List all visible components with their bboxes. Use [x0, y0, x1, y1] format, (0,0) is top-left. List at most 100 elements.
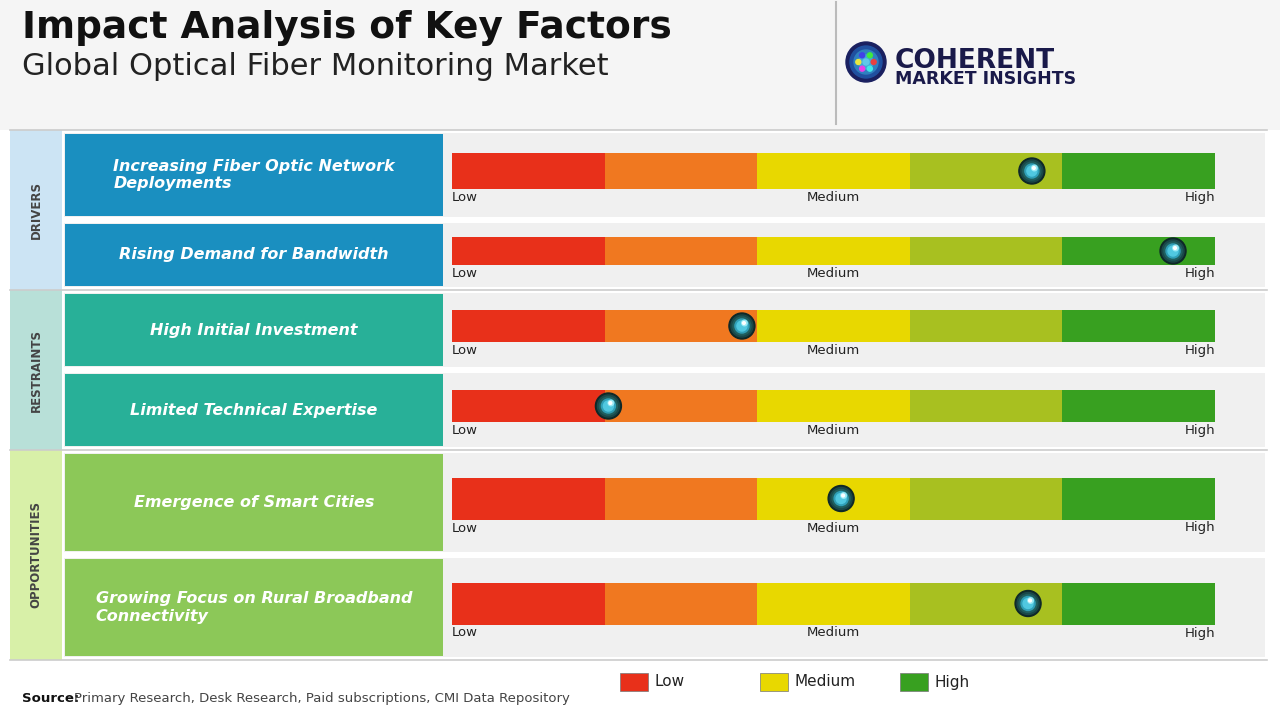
Circle shape [735, 319, 749, 333]
Text: Emergence of Smart Cities: Emergence of Smart Cities [134, 495, 374, 510]
Text: High: High [1184, 191, 1215, 204]
Circle shape [602, 399, 616, 413]
Circle shape [1025, 164, 1039, 178]
Circle shape [856, 60, 860, 65]
Circle shape [599, 397, 617, 415]
FancyBboxPatch shape [65, 374, 443, 446]
Circle shape [595, 393, 621, 419]
Circle shape [1018, 593, 1039, 614]
Circle shape [603, 401, 613, 411]
Circle shape [1164, 242, 1181, 260]
Text: Low: Low [452, 344, 477, 357]
Circle shape [846, 42, 886, 82]
Text: Low: Low [654, 675, 684, 690]
Circle shape [598, 395, 620, 417]
FancyBboxPatch shape [10, 290, 61, 450]
Circle shape [860, 53, 865, 58]
Text: Increasing Fiber Optic Network
Deployments: Increasing Fiber Optic Network Deploymen… [113, 159, 394, 192]
FancyBboxPatch shape [1062, 477, 1215, 520]
Circle shape [832, 490, 850, 508]
Circle shape [1162, 240, 1184, 262]
Circle shape [836, 493, 846, 503]
FancyBboxPatch shape [452, 310, 604, 342]
Circle shape [1021, 160, 1043, 182]
FancyBboxPatch shape [910, 390, 1062, 422]
Circle shape [733, 317, 751, 335]
Text: Growing Focus on Rural Broadband
Connectivity: Growing Focus on Rural Broadband Connect… [96, 591, 412, 624]
FancyBboxPatch shape [620, 673, 648, 691]
FancyBboxPatch shape [64, 373, 1265, 447]
Text: Impact Analysis of Key Factors: Impact Analysis of Key Factors [22, 10, 672, 46]
FancyBboxPatch shape [604, 237, 758, 265]
FancyBboxPatch shape [758, 310, 910, 342]
Circle shape [860, 66, 865, 71]
FancyBboxPatch shape [758, 390, 910, 422]
Circle shape [1160, 238, 1187, 264]
FancyBboxPatch shape [760, 673, 788, 691]
Text: Medium: Medium [806, 521, 860, 534]
FancyBboxPatch shape [910, 477, 1062, 520]
Text: Medium: Medium [806, 191, 860, 204]
Circle shape [1028, 598, 1033, 603]
FancyBboxPatch shape [452, 390, 604, 422]
FancyBboxPatch shape [758, 153, 910, 189]
FancyBboxPatch shape [1062, 310, 1215, 342]
Circle shape [1023, 598, 1033, 608]
Circle shape [608, 400, 613, 406]
Circle shape [1019, 158, 1044, 184]
Circle shape [831, 487, 852, 510]
Text: Medium: Medium [806, 626, 860, 639]
FancyBboxPatch shape [604, 477, 758, 520]
FancyBboxPatch shape [758, 477, 910, 520]
Circle shape [737, 321, 748, 331]
FancyBboxPatch shape [64, 293, 1265, 367]
Circle shape [731, 315, 753, 337]
Circle shape [859, 55, 873, 69]
FancyBboxPatch shape [1062, 390, 1215, 422]
FancyBboxPatch shape [604, 390, 758, 422]
FancyBboxPatch shape [910, 310, 1062, 342]
Text: Low: Low [452, 267, 477, 280]
FancyBboxPatch shape [1062, 237, 1215, 265]
FancyBboxPatch shape [64, 133, 1265, 217]
Circle shape [1027, 166, 1037, 176]
Circle shape [1021, 596, 1036, 611]
Circle shape [854, 50, 878, 74]
Text: Low: Low [452, 191, 477, 204]
Text: Low: Low [452, 424, 477, 437]
Circle shape [609, 402, 612, 405]
Text: MARKET INSIGHTS: MARKET INSIGHTS [895, 70, 1076, 88]
Circle shape [841, 492, 846, 498]
FancyBboxPatch shape [1062, 153, 1215, 189]
Circle shape [1032, 165, 1037, 171]
Text: High: High [934, 675, 969, 690]
Text: High: High [1184, 521, 1215, 534]
FancyBboxPatch shape [900, 673, 928, 691]
FancyBboxPatch shape [65, 454, 443, 551]
FancyBboxPatch shape [452, 153, 604, 189]
FancyBboxPatch shape [604, 582, 758, 624]
FancyBboxPatch shape [0, 0, 1280, 130]
FancyBboxPatch shape [65, 134, 443, 216]
FancyBboxPatch shape [10, 130, 61, 290]
FancyBboxPatch shape [910, 582, 1062, 624]
Text: COHERENT: COHERENT [895, 48, 1055, 74]
Circle shape [1015, 590, 1041, 616]
Text: High: High [1184, 267, 1215, 280]
Circle shape [872, 60, 877, 65]
Text: Source:: Source: [22, 692, 84, 705]
Circle shape [868, 53, 873, 58]
FancyBboxPatch shape [452, 237, 604, 265]
Text: Medium: Medium [806, 424, 860, 437]
Circle shape [1023, 162, 1041, 180]
Text: High Initial Investment: High Initial Investment [150, 323, 357, 338]
Text: Limited Technical Expertise: Limited Technical Expertise [131, 402, 378, 418]
Circle shape [1019, 595, 1037, 613]
Text: DRIVERS: DRIVERS [29, 181, 42, 239]
FancyBboxPatch shape [64, 558, 1265, 657]
FancyBboxPatch shape [452, 477, 604, 520]
Text: High: High [1184, 424, 1215, 437]
FancyBboxPatch shape [452, 582, 604, 624]
FancyBboxPatch shape [910, 153, 1062, 189]
FancyBboxPatch shape [65, 294, 443, 366]
